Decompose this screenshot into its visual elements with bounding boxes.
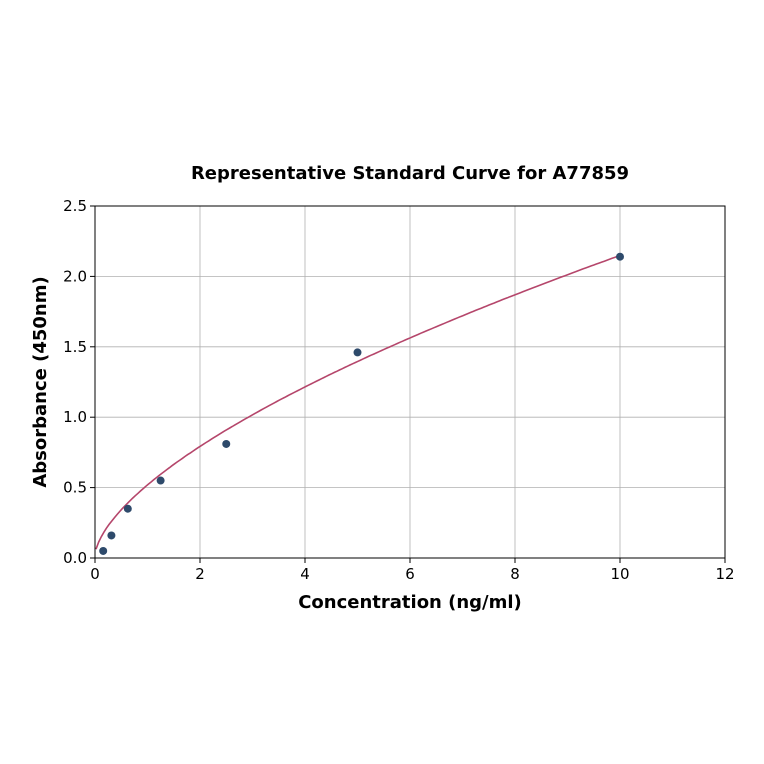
x-tick-label: 10	[610, 565, 629, 583]
chart-title: Representative Standard Curve for A77859	[191, 163, 629, 184]
y-tick-label: 0.5	[63, 479, 87, 497]
x-tick-label: 6	[405, 565, 415, 583]
data-point	[616, 252, 624, 261]
data-point	[123, 504, 132, 513]
y-ticks: 0.0 0.5 1.0 1.5 2.0 2.5	[63, 197, 95, 567]
x-axis-label: Concentration (ng/ml)	[298, 592, 522, 613]
data-point	[99, 546, 108, 555]
y-tick-label: 2.0	[63, 267, 87, 285]
x-tick-label: 2	[195, 565, 205, 583]
data-points	[99, 252, 624, 555]
fit-curve-group	[95, 254, 621, 550]
x-tick-label: 4	[300, 565, 310, 583]
x-tick-label: 8	[510, 565, 520, 583]
x-ticks: 0 2 4 6 8 10 12	[90, 558, 735, 583]
data-point	[353, 348, 362, 357]
y-tick-label: 1.5	[63, 338, 87, 356]
x-tick-label: 0	[90, 565, 100, 583]
grid	[94, 205, 726, 559]
data-point	[107, 531, 116, 540]
y-tick-label: 0.0	[63, 549, 87, 567]
data-point	[222, 439, 231, 448]
y-tick-label: 1.0	[63, 408, 87, 426]
y-tick-label: 2.5	[63, 197, 87, 215]
x-tick-label: 12	[715, 565, 734, 583]
data-point	[156, 476, 165, 485]
fit-curve	[95, 254, 621, 550]
y-axis-label: Absorbance (450nm)	[30, 276, 51, 487]
